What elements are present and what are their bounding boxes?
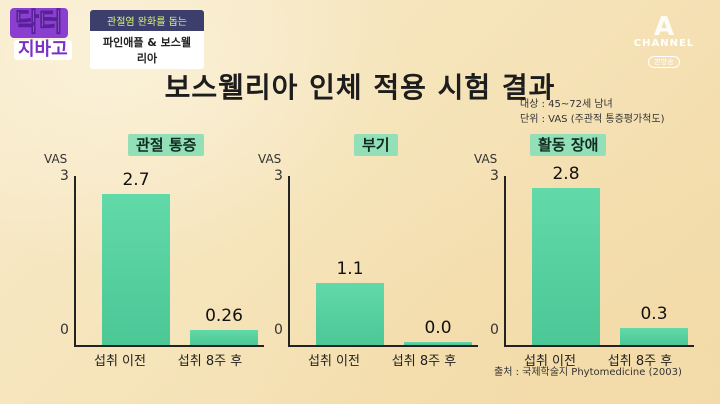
value-label-before: 1.1: [336, 259, 364, 280]
bar-after: [190, 330, 258, 345]
bar-before: [316, 283, 384, 345]
y-tick-min: 0: [490, 322, 499, 338]
y-tick-max: 3: [274, 168, 283, 184]
x-label-after: 섭취 8주 후: [177, 354, 243, 369]
channel-a-icon: A: [653, 12, 675, 42]
topic-line-1: 관절염 완화를 돕는: [90, 10, 204, 31]
x-axis-line: [74, 345, 264, 347]
x-axis-line: [504, 345, 694, 347]
chart-title: 관절 통증: [128, 134, 205, 156]
bar-after: [620, 328, 688, 345]
channel-badge: 본방송: [648, 56, 680, 68]
y-axis-line: [74, 176, 76, 346]
bar-after: [404, 342, 472, 345]
y-tick-min: 0: [274, 322, 283, 338]
x-label-after: 섭취 8주 후: [607, 354, 673, 369]
x-label-before: 섭취 이전: [94, 354, 146, 369]
chart-panel-activity-disorder: 활동 장애 VAS 3 0 2.8 0.3 섭취 이전 섭취 8주 후: [474, 128, 700, 369]
y-tick-max: 3: [490, 168, 499, 184]
value-label-after: 0.26: [205, 306, 243, 327]
study-unit: 단위 : VAS (주관적 통증평가척도): [520, 114, 665, 125]
x-label-after: 섭취 8주 후: [391, 354, 457, 369]
page-title: 보스웰리아 인체 적용 시험 결과: [164, 71, 556, 104]
x-label-before: 섭취 이전: [524, 354, 576, 369]
channel-name: CHANNEL: [633, 38, 695, 49]
program-logo: 닥터 지바고: [10, 8, 86, 64]
channel-logo: A CHANNEL 본방송: [630, 12, 698, 68]
topic-caption: 관절염 완화를 돕는 파인애플 & 보스웰리아: [90, 10, 204, 69]
logo-top-text: 닥터: [10, 8, 68, 38]
chart-panel-joint-pain: 관절 통증 VAS 3 0 2.7 0.26 섭취 이전 섭취 8주 후: [44, 128, 270, 369]
y-axis-line: [504, 176, 506, 346]
y-tick-max: 3: [60, 168, 69, 184]
study-subject: 대상 : 45~72세 남녀: [520, 99, 613, 110]
x-label-before: 섭취 이전: [308, 354, 360, 369]
chart-title: 부기: [354, 134, 398, 156]
logo-bottom-text: 지바고: [14, 40, 72, 60]
bar-before: [532, 188, 600, 345]
value-label-after: 0.3: [640, 304, 668, 325]
value-label-after: 0.0: [424, 318, 452, 338]
y-tick-min: 0: [60, 322, 69, 338]
y-axis-line: [288, 176, 290, 346]
value-label-before: 2.7: [122, 169, 150, 190]
x-axis-line: [288, 345, 478, 347]
chart-panel-swelling: 부기 VAS 3 0 1.1 0.0 섭취 이전 섭취 8주 후: [258, 128, 484, 369]
y-axis-label: VAS: [258, 152, 282, 166]
chart-title: 활동 장애: [530, 134, 607, 156]
bar-before: [102, 193, 170, 345]
y-axis-label: VAS: [44, 152, 68, 166]
y-axis-label: VAS: [474, 152, 498, 166]
source-citation: 출처 : 국제학술지 Phytomedicine (2003): [494, 367, 682, 378]
topic-line-2: 파인애플 & 보스웰리아: [90, 31, 204, 69]
study-meta: 대상 : 45~72세 남녀 단위 : VAS (주관적 통증평가척도): [520, 97, 664, 127]
value-label-before: 2.8: [552, 164, 580, 185]
